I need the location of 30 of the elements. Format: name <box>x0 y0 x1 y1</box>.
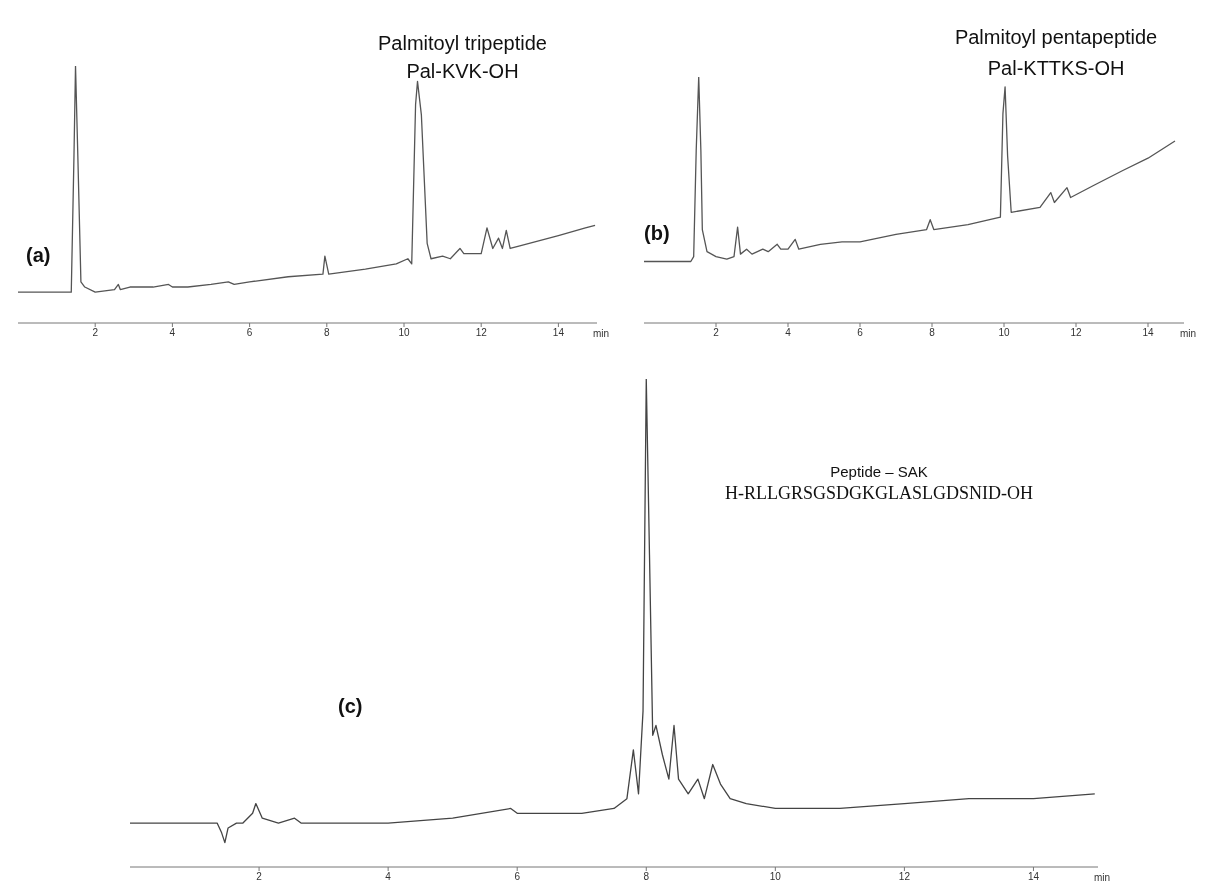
annotation: (b) <box>644 222 670 245</box>
annotation: Palmitoyl tripeptide Pal-KVK-OH <box>378 32 547 83</box>
x-tick-label: 14 <box>1027 871 1040 881</box>
annotation: Palmitoyl pentapeptide Pal-KTTKS-OH <box>954 25 1158 79</box>
x-tick-label: 12 <box>475 327 488 339</box>
x-axis-title: min <box>1094 872 1111 881</box>
x-tick-label: 10 <box>398 327 410 339</box>
x-tick-label: 2 <box>713 327 720 339</box>
x-tick-label: 4 <box>169 327 176 339</box>
x-tick-label: 2 <box>256 871 263 881</box>
x-tick-label: 14 <box>1142 327 1154 339</box>
x-tick-label: 2 <box>92 327 99 339</box>
x-tick-label: 8 <box>929 327 936 339</box>
x-tick-label: 6 <box>857 327 864 339</box>
x-axis-title: min <box>1180 328 1197 339</box>
x-tick-label: 8 <box>324 327 331 339</box>
x-tick-label: 4 <box>385 871 392 881</box>
x-tick-label: 6 <box>514 871 521 881</box>
x-tick-label: 4 <box>785 327 792 339</box>
x-tick-label: 12 <box>1070 327 1082 339</box>
annotation: Peptide – SAK H-RLLGRSGSDGKGLASLGDSNID-OH <box>724 462 1034 505</box>
x-axis-title: min <box>593 328 610 339</box>
x-tick-label: 10 <box>998 327 1010 339</box>
x-tick-label: 12 <box>898 871 911 881</box>
annotation: (c) <box>338 695 363 718</box>
x-tick-label: 8 <box>643 871 650 881</box>
annotation: (a) <box>26 244 51 267</box>
x-tick-label: 6 <box>246 327 253 339</box>
x-tick-label: 14 <box>552 327 565 339</box>
x-tick-label: 10 <box>769 871 782 881</box>
